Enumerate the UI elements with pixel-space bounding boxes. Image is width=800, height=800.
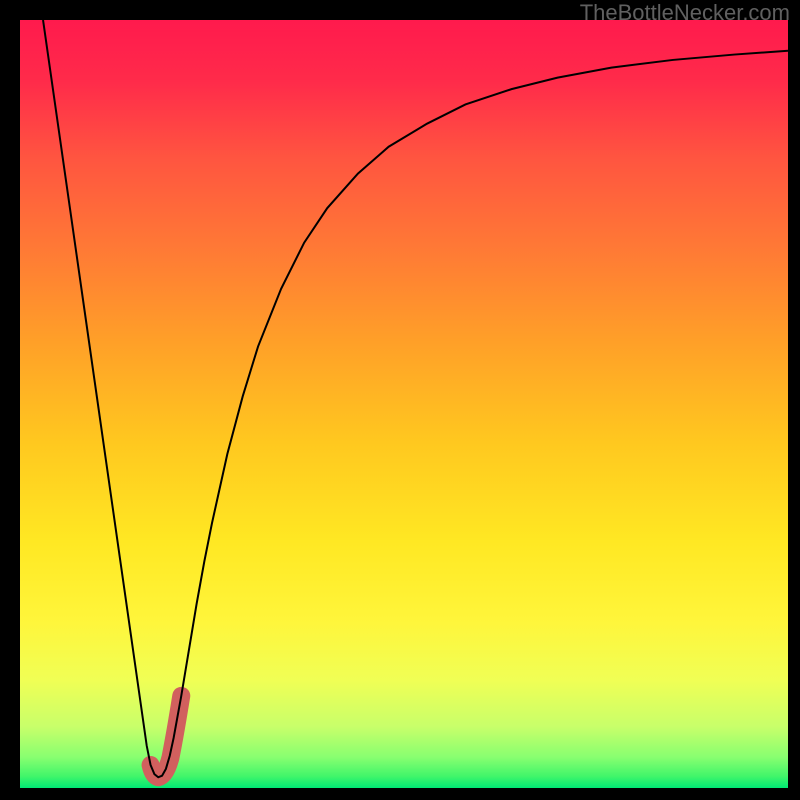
gradient-background	[20, 20, 788, 788]
plot-area	[20, 20, 788, 788]
watermark-text: TheBottleNecker.com	[580, 0, 790, 26]
chart-container: TheBottleNecker.com	[0, 0, 800, 800]
